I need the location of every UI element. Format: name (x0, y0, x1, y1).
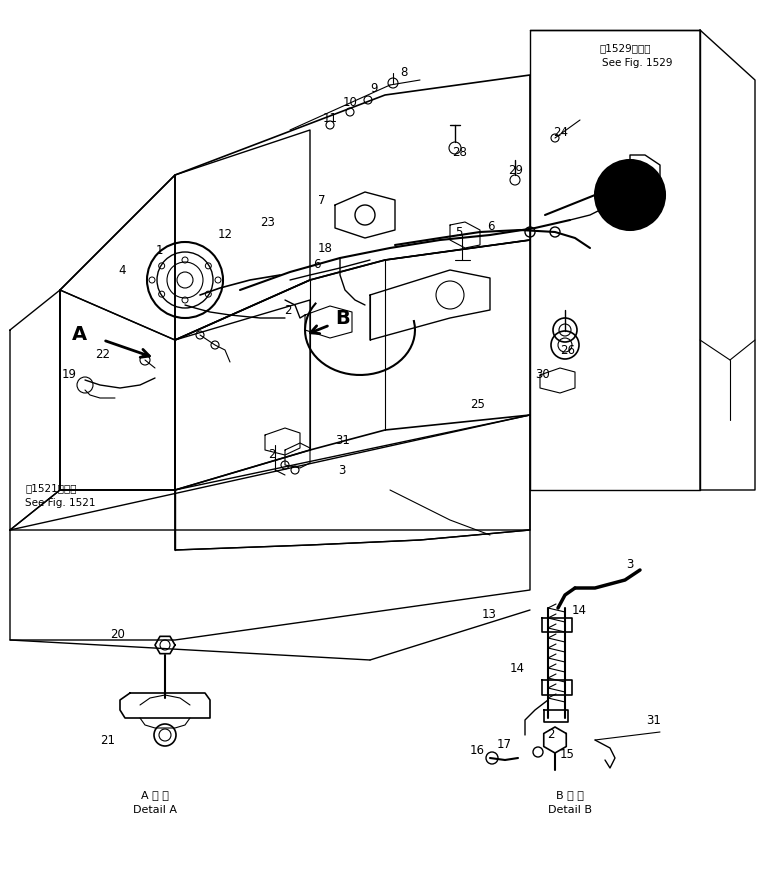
Text: 19: 19 (62, 368, 77, 382)
Text: 14: 14 (510, 662, 525, 674)
Text: 第1521図参照: 第1521図参照 (25, 483, 77, 493)
Text: A 詳 細: A 詳 細 (141, 790, 169, 800)
Text: See Fig. 1529: See Fig. 1529 (602, 58, 673, 68)
Text: B: B (335, 309, 350, 327)
Text: 26: 26 (560, 343, 575, 357)
Text: 6: 6 (487, 220, 495, 234)
Text: 2: 2 (547, 729, 555, 741)
Text: 15: 15 (560, 748, 574, 762)
Circle shape (622, 187, 638, 203)
Text: 17: 17 (497, 739, 512, 751)
Text: 28: 28 (452, 145, 466, 159)
Text: 24: 24 (553, 126, 568, 138)
Text: 14: 14 (572, 604, 587, 616)
Text: 1: 1 (156, 244, 163, 257)
Text: Detail A: Detail A (133, 805, 177, 815)
Text: 7: 7 (318, 194, 326, 207)
Text: Detail B: Detail B (548, 805, 592, 815)
Text: 8: 8 (400, 65, 408, 78)
Text: 21: 21 (100, 733, 115, 747)
Text: See Fig. 1521: See Fig. 1521 (25, 498, 96, 508)
Text: B 詳 細: B 詳 細 (556, 790, 584, 800)
Text: 6: 6 (313, 259, 320, 271)
Text: 10: 10 (343, 95, 358, 109)
Text: 4: 4 (118, 263, 126, 277)
Text: 23: 23 (260, 216, 275, 228)
Text: 3: 3 (338, 464, 345, 476)
Text: 2: 2 (268, 449, 276, 461)
Text: 12: 12 (218, 228, 233, 242)
Text: 3: 3 (626, 558, 633, 572)
Text: 9: 9 (370, 81, 378, 95)
Text: 16: 16 (470, 744, 485, 756)
Text: 31: 31 (646, 714, 661, 726)
Text: 30: 30 (535, 368, 550, 382)
Text: 2: 2 (284, 303, 292, 317)
Text: 29: 29 (508, 163, 523, 177)
Text: 20: 20 (110, 629, 125, 641)
Circle shape (595, 160, 665, 230)
Text: 13: 13 (482, 608, 497, 622)
Text: 第1529図参照: 第1529図参照 (600, 43, 652, 53)
Text: 25: 25 (470, 399, 485, 411)
Text: 31: 31 (335, 434, 350, 447)
Text: 18: 18 (318, 242, 333, 254)
Text: 22: 22 (95, 349, 110, 361)
Text: 11: 11 (323, 112, 338, 125)
Text: 27: 27 (608, 169, 623, 181)
Text: 5: 5 (455, 226, 463, 238)
Text: A: A (72, 326, 87, 344)
